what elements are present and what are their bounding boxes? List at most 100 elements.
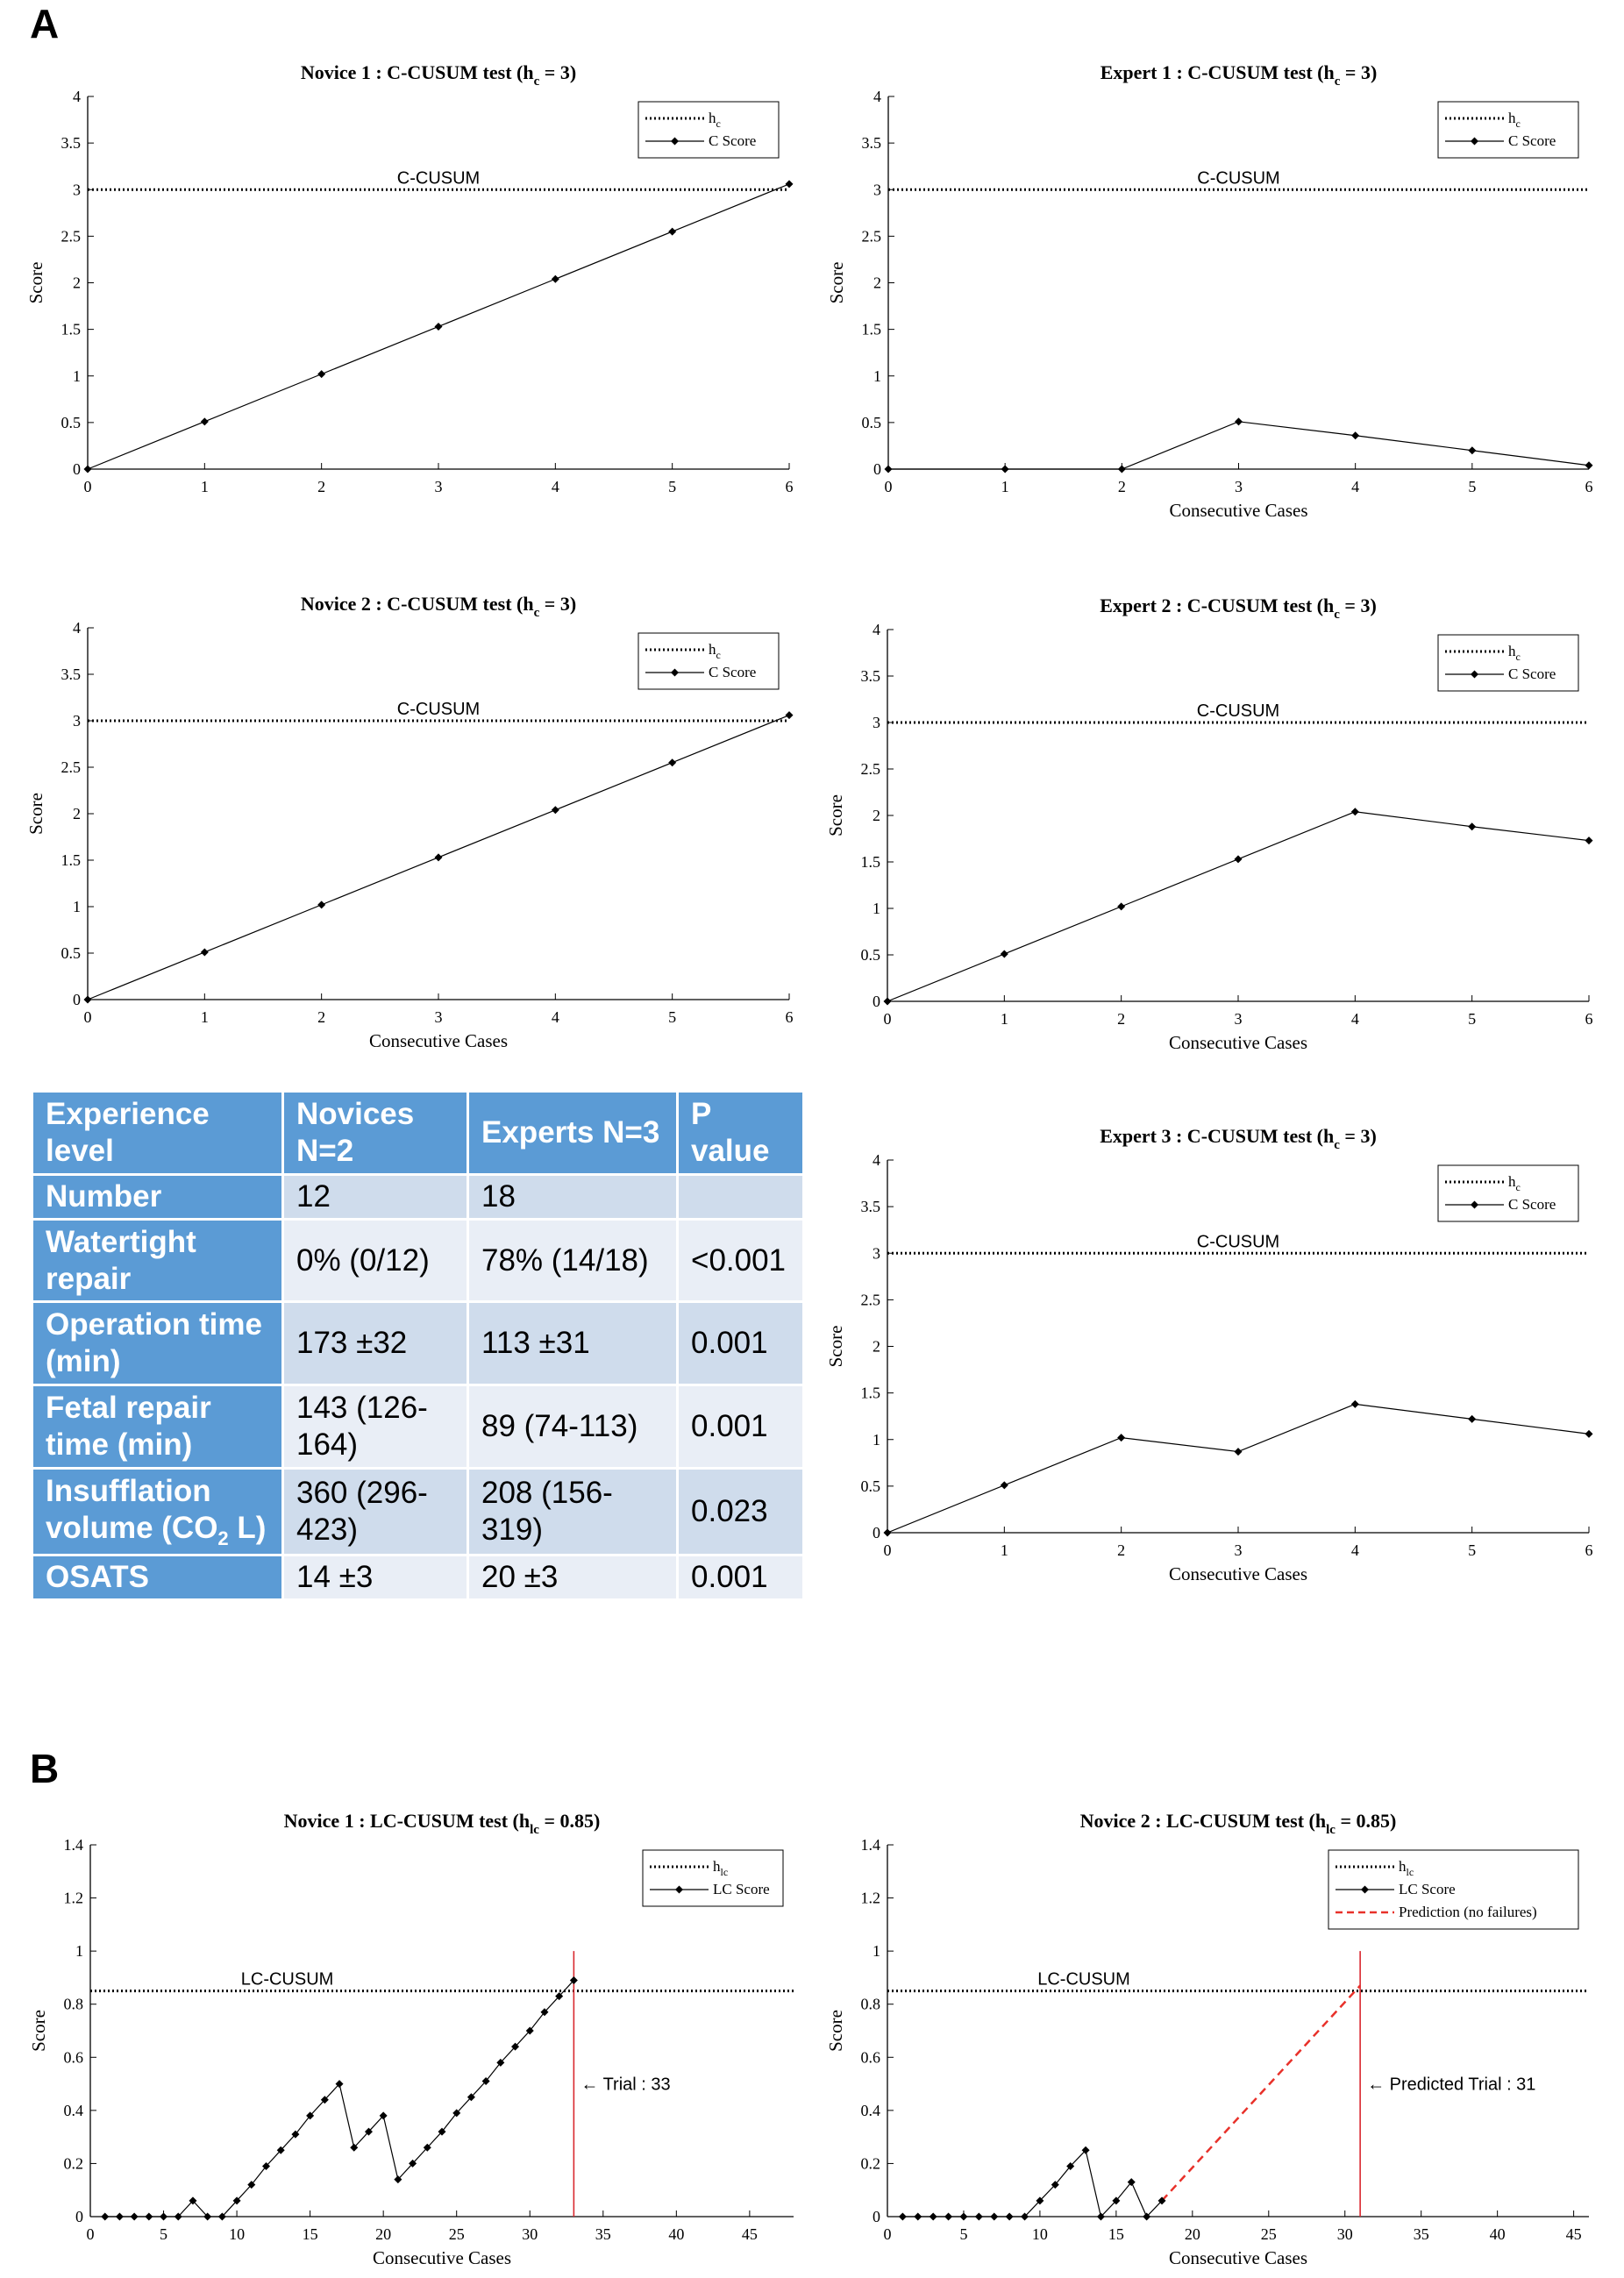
x-tick-label: 25 [1261, 2225, 1277, 2243]
data-point [1585, 836, 1593, 845]
x-tick-label: 40 [1490, 2225, 1506, 2243]
data-point [1468, 446, 1477, 455]
data-point [1001, 465, 1009, 473]
data-point [1468, 822, 1477, 831]
x-tick-label: 4 [552, 1008, 559, 1026]
x-axis-label: Consecutive Cases [1169, 1563, 1307, 1584]
x-tick-label: 6 [1585, 478, 1593, 495]
y-tick-label: 0.2 [64, 2154, 84, 2172]
y-axis-label: Score [28, 2010, 49, 2052]
experts-value: 208 (156-319) [469, 1469, 679, 1556]
p-value: 0.023 [679, 1469, 805, 1556]
data-point [1585, 1429, 1593, 1438]
x-tick-label: 30 [1337, 2225, 1353, 2243]
data-point [276, 2146, 285, 2154]
y-tick-label: 1.5 [861, 1385, 881, 1402]
data-point [481, 2077, 490, 2086]
x-tick-label: 40 [668, 2225, 684, 2243]
y-axis-label: Score [25, 262, 46, 304]
x-tick-label: 3 [435, 478, 443, 495]
data-point [335, 2080, 344, 2089]
y-tick-label: 0 [75, 2208, 83, 2225]
x-tick-label: 0 [884, 1541, 892, 1559]
x-tick-label: 5 [959, 2225, 967, 2243]
x-tick-label: 1 [1001, 1010, 1008, 1028]
x-axis-label: Consecutive Cases [373, 2247, 511, 2268]
data-point [569, 1975, 578, 1984]
x-tick-label: 20 [375, 2225, 391, 2243]
legend-marker [1361, 1885, 1369, 1894]
panel-label-a: A [30, 1, 60, 46]
data-point [1127, 2178, 1136, 2187]
x-tick-label: 35 [595, 2225, 611, 2243]
threshold-label: LC-CUSUM [241, 1970, 334, 1990]
x-tick-label: 6 [786, 1008, 794, 1026]
row-label: OSATS [33, 1555, 284, 1601]
data-point [883, 1528, 892, 1537]
data-point [511, 2042, 520, 2051]
y-tick-label: 3.5 [861, 667, 881, 685]
p-value: 0.001 [679, 1555, 805, 1601]
x-tick-label: 5 [1468, 1541, 1476, 1559]
legend-label: Prediction (no failures) [1399, 1904, 1537, 1920]
trial-marker-label: ← Trial : 33 [581, 2075, 670, 2095]
data-point [306, 2111, 315, 2120]
table-header-row: Experience level Novices N=2 Experts N=3… [33, 1093, 805, 1176]
x-tick-label: 0 [884, 1010, 892, 1028]
legend-label: LC Score [1399, 1881, 1456, 1897]
y-tick-label: 4 [873, 621, 880, 638]
x-tick-label: 2 [1117, 1010, 1125, 1028]
x-tick-label: 10 [229, 2225, 245, 2243]
data-point [423, 2143, 431, 2152]
threshold-label: LC-CUSUM [1037, 1970, 1130, 1990]
data-point [379, 2111, 388, 2120]
y-tick-label: 2.5 [61, 758, 82, 776]
data-point [262, 2161, 270, 2170]
y-tick-label: 0.5 [61, 414, 82, 431]
data-point [668, 227, 677, 236]
data-point [914, 2212, 922, 2221]
y-tick-label: 4 [73, 619, 81, 637]
y-axis-label: Score [825, 2010, 846, 2052]
y-tick-label: 2.5 [862, 227, 882, 245]
y-tick-label: 4 [873, 1151, 880, 1169]
data-point [467, 2093, 475, 2102]
y-tick-label: 3 [873, 714, 880, 731]
data-point [551, 274, 559, 283]
data-point [83, 995, 92, 1004]
y-tick-label: 0.2 [861, 2154, 881, 2172]
data-point [350, 2143, 359, 2152]
legend-label: C Score [709, 132, 756, 149]
y-tick-label: 0.5 [861, 1477, 881, 1495]
chart-title: Novice 2 : LC-CUSUM test (hlc = 0.85) [1080, 1810, 1397, 1837]
data-point [959, 2212, 968, 2221]
y-axis-label: Score [25, 793, 46, 835]
y-tick-label: 1.5 [61, 851, 82, 869]
legend-marker [671, 137, 679, 146]
data-point [247, 2181, 256, 2189]
x-tick-label: 1 [1001, 1541, 1008, 1559]
legend-marker [1471, 137, 1478, 146]
data-point [555, 1992, 564, 2001]
y-tick-label: 0.5 [61, 944, 82, 962]
data-point [496, 2058, 505, 2067]
legend-marker [671, 668, 679, 677]
x-tick-label: 30 [522, 2225, 538, 2243]
data-point [944, 2212, 953, 2221]
data-point [1468, 1414, 1477, 1423]
x-tick-label: 6 [1585, 1010, 1593, 1028]
novices-value: 14 ±3 [284, 1555, 469, 1601]
y-tick-label: 0.5 [861, 946, 881, 964]
data-point [83, 465, 92, 473]
y-tick-label: 0.8 [861, 1996, 881, 2013]
y-tick-label: 2 [873, 274, 881, 292]
x-tick-label: 3 [435, 1008, 443, 1026]
row-label: Insufflation volume (CO2 L) [33, 1469, 284, 1556]
y-tick-label: 3 [73, 181, 81, 198]
trial-marker-label: ← Predicted Trial : 31 [1367, 2075, 1535, 2095]
data-point [1000, 950, 1008, 958]
prediction-line [1161, 1984, 1362, 2202]
threshold-label: C-CUSUM [1197, 701, 1279, 721]
x-tick-label: 45 [1566, 2225, 1582, 2243]
